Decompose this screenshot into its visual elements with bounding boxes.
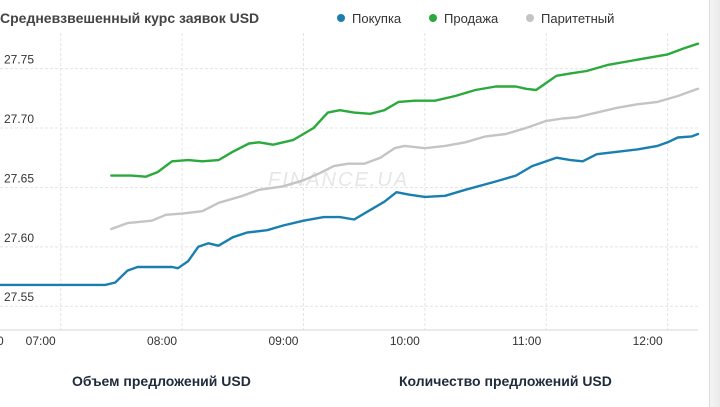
y-axis-ticks: 27.55 27.60 27.65 27.70 27.75 — [4, 53, 34, 305]
x-tick-label: 11:00 — [512, 334, 541, 348]
y-tick-label: 27.55 — [4, 290, 34, 304]
series-line-sell[interactable] — [110, 42, 700, 178]
x-tick-label: 07:00 — [26, 334, 56, 348]
count-section-title: Количество предложений USD — [399, 373, 612, 389]
legend-label: Паритетный — [541, 11, 614, 26]
y-tick-label: 27.70 — [4, 112, 34, 126]
legend-marker — [526, 14, 534, 22]
chart-title: Средневзвешенный курс заявок USD — [0, 10, 259, 26]
series-line-parity[interactable] — [110, 87, 700, 231]
y-tick-label: 27.60 — [4, 231, 34, 245]
x-tick-label: 09:00 — [268, 334, 298, 348]
grid-lines — [0, 33, 698, 331]
legend-marker — [429, 14, 437, 22]
legend-label: Продажа — [444, 11, 499, 26]
legend-item-buy[interactable]: Покупка — [337, 11, 402, 26]
volume-section-title: Объем предложений USD — [72, 373, 251, 389]
scrollbar[interactable] — [709, 0, 720, 407]
legend-marker — [337, 14, 345, 22]
legend-item-sell[interactable]: Продажа — [429, 11, 499, 26]
x-tick-label-clipped: 0 — [0, 334, 4, 348]
x-axis-ticks: 0 07:00 08:00 09:00 10:00 11:00 12:00 — [0, 334, 663, 348]
x-tick-label: 08:00 — [147, 334, 177, 348]
x-tick-label: 10:00 — [390, 334, 420, 348]
legend-item-parity[interactable]: Паритетный — [526, 11, 614, 26]
legend: Покупка Продажа Паритетный — [337, 11, 614, 26]
series-line-buy[interactable] — [0, 132, 700, 287]
x-tick-label: 12:00 — [633, 334, 663, 348]
y-tick-label: 27.75 — [4, 53, 34, 67]
y-tick-label: 27.65 — [4, 171, 34, 185]
series-layer — [0, 42, 700, 287]
legend-label: Покупка — [352, 11, 402, 26]
watermark: FINANCE.UA — [268, 169, 409, 191]
